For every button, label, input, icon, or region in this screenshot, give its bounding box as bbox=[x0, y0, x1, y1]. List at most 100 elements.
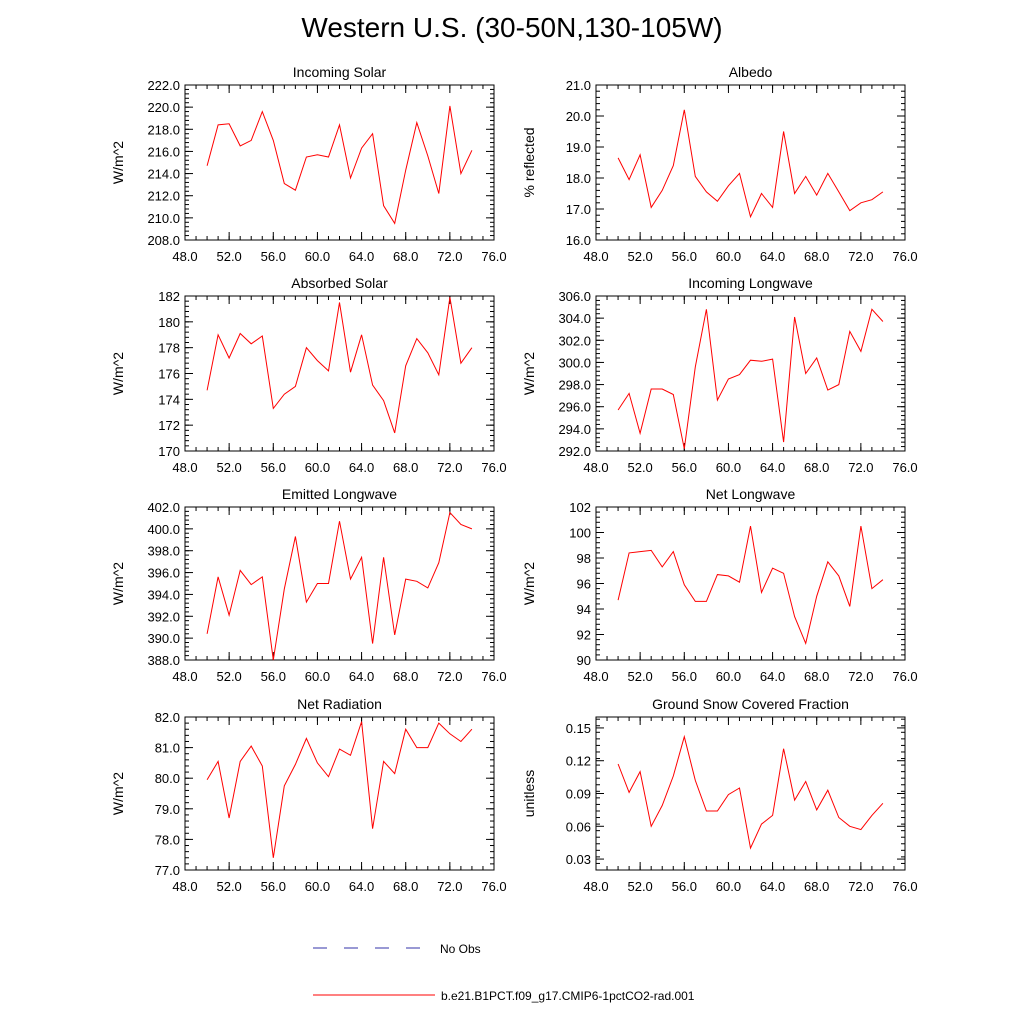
x-tick-label: 48.0 bbox=[172, 879, 197, 894]
y-tick-label: 170 bbox=[158, 444, 180, 459]
x-tick-label: 68.0 bbox=[393, 669, 418, 684]
x-tick-label: 52.0 bbox=[216, 249, 241, 264]
x-tick-label: 68.0 bbox=[804, 879, 829, 894]
x-tick-label: 68.0 bbox=[804, 460, 829, 475]
y-tick-label: 390.0 bbox=[147, 631, 180, 646]
series-line bbox=[206, 105, 473, 225]
x-tick-label: 64.0 bbox=[760, 249, 785, 264]
x-tick-label: 48.0 bbox=[583, 249, 608, 264]
y-tick-label: 298.0 bbox=[558, 378, 591, 393]
x-tick-label: 72.0 bbox=[848, 879, 873, 894]
x-tick-label: 60.0 bbox=[716, 460, 741, 475]
y-tick-label: 392.0 bbox=[147, 609, 180, 624]
y-tick-label: 216.0 bbox=[147, 144, 180, 159]
series-line bbox=[617, 109, 884, 219]
x-tick-label: 48.0 bbox=[172, 249, 197, 264]
y-tick-label: 222.0 bbox=[147, 78, 180, 93]
y-tick-label: 92 bbox=[577, 628, 591, 643]
y-tick-label: 0.15 bbox=[566, 721, 591, 736]
x-tick-label: 68.0 bbox=[393, 249, 418, 264]
x-tick-label: 64.0 bbox=[349, 879, 374, 894]
y-tick-label: 81.0 bbox=[155, 741, 180, 756]
y-tick-label: 19.0 bbox=[566, 140, 591, 155]
y-tick-label: 90 bbox=[577, 653, 591, 668]
y-axis-label: % reflected bbox=[521, 127, 537, 197]
y-tick-label: 300.0 bbox=[558, 355, 591, 370]
x-tick-label: 72.0 bbox=[437, 879, 462, 894]
plot-frame bbox=[184, 295, 495, 452]
y-tick-label: 176 bbox=[158, 367, 180, 382]
y-axis-label: W/m^2 bbox=[110, 772, 126, 815]
panel-title: Net Longwave bbox=[706, 486, 796, 502]
y-tick-label: 98 bbox=[577, 551, 591, 566]
x-tick-label: 76.0 bbox=[892, 460, 917, 475]
x-tick-label: 52.0 bbox=[216, 879, 241, 894]
series-line bbox=[617, 308, 884, 449]
y-axis-label: W/m^2 bbox=[521, 352, 537, 395]
plot-frame bbox=[184, 84, 495, 241]
y-tick-label: 16.0 bbox=[566, 233, 591, 248]
x-tick-label: 52.0 bbox=[216, 460, 241, 475]
x-tick-label: 76.0 bbox=[892, 879, 917, 894]
series-line bbox=[617, 526, 884, 646]
panel-ground-snow-covered-fraction: Ground Snow Covered Fraction unitless 48.0… bbox=[521, 696, 918, 894]
series-line bbox=[206, 511, 473, 661]
panel-title: Incoming Solar bbox=[293, 64, 387, 80]
panel-net-radiation: Net Radiation W/m^2 48.0 52.0 56.0 60.0 64.0 68… bbox=[110, 696, 507, 894]
x-tick-label: 56.0 bbox=[672, 879, 697, 894]
y-tick-label: 0.12 bbox=[566, 754, 591, 769]
y-tick-label: 304.0 bbox=[558, 311, 591, 326]
x-tick-label: 56.0 bbox=[261, 879, 286, 894]
y-tick-label: 21.0 bbox=[566, 78, 591, 93]
y-tick-label: 80.0 bbox=[155, 771, 180, 786]
x-tick-label: 72.0 bbox=[437, 460, 462, 475]
panel-incoming-solar: Incoming Solar W/m^2 48.0 52.0 56.0 60.0 64.0 6… bbox=[110, 64, 507, 264]
y-tick-label: 18.0 bbox=[566, 171, 591, 186]
x-tick-label: 76.0 bbox=[481, 669, 506, 684]
x-tick-label: 56.0 bbox=[261, 669, 286, 684]
x-tick-label: 72.0 bbox=[437, 669, 462, 684]
x-tick-label: 72.0 bbox=[848, 669, 873, 684]
y-tick-label: 20.0 bbox=[566, 109, 591, 124]
x-tick-label: 48.0 bbox=[172, 669, 197, 684]
panel-albedo: Albedo % reflected 48.0 52.0 56.0 60.0 64.0 68.… bbox=[521, 64, 918, 264]
x-tick-label: 72.0 bbox=[848, 249, 873, 264]
y-axis-label: W/m^2 bbox=[110, 141, 126, 184]
series-line bbox=[617, 734, 884, 850]
x-tick-label: 60.0 bbox=[305, 879, 330, 894]
plot-frame bbox=[184, 506, 495, 661]
x-tick-label: 72.0 bbox=[848, 460, 873, 475]
y-tick-label: 220.0 bbox=[147, 100, 180, 115]
y-tick-label: 218.0 bbox=[147, 122, 180, 137]
x-tick-label: 56.0 bbox=[672, 669, 697, 684]
x-tick-label: 60.0 bbox=[716, 879, 741, 894]
y-tick-label: 306.0 bbox=[558, 289, 591, 304]
y-tick-label: 94 bbox=[577, 602, 591, 617]
x-tick-label: 60.0 bbox=[716, 669, 741, 684]
y-axis-label: W/m^2 bbox=[110, 562, 126, 605]
x-tick-label: 52.0 bbox=[627, 669, 652, 684]
y-tick-label: 296.0 bbox=[558, 400, 591, 415]
x-tick-label: 76.0 bbox=[892, 249, 917, 264]
y-tick-label: 0.06 bbox=[566, 819, 591, 834]
x-tick-label: 60.0 bbox=[305, 249, 330, 264]
panel-title: Absorbed Solar bbox=[291, 275, 388, 291]
x-tick-label: 64.0 bbox=[760, 879, 785, 894]
x-tick-label: 60.0 bbox=[305, 669, 330, 684]
x-tick-label: 56.0 bbox=[261, 249, 286, 264]
y-axis-label: W/m^2 bbox=[110, 352, 126, 395]
y-tick-label: 402.0 bbox=[147, 500, 180, 515]
y-tick-label: 214.0 bbox=[147, 167, 180, 182]
series-line bbox=[206, 721, 473, 858]
y-tick-label: 180 bbox=[158, 315, 180, 330]
x-tick-label: 52.0 bbox=[627, 460, 652, 475]
x-tick-label: 76.0 bbox=[481, 879, 506, 894]
plot-frame bbox=[595, 295, 906, 452]
x-tick-label: 56.0 bbox=[672, 460, 697, 475]
x-tick-label: 68.0 bbox=[804, 249, 829, 264]
y-tick-label: 102 bbox=[569, 500, 591, 515]
series-line bbox=[206, 297, 473, 434]
y-tick-label: 212.0 bbox=[147, 189, 180, 204]
plot-frame bbox=[184, 716, 495, 871]
